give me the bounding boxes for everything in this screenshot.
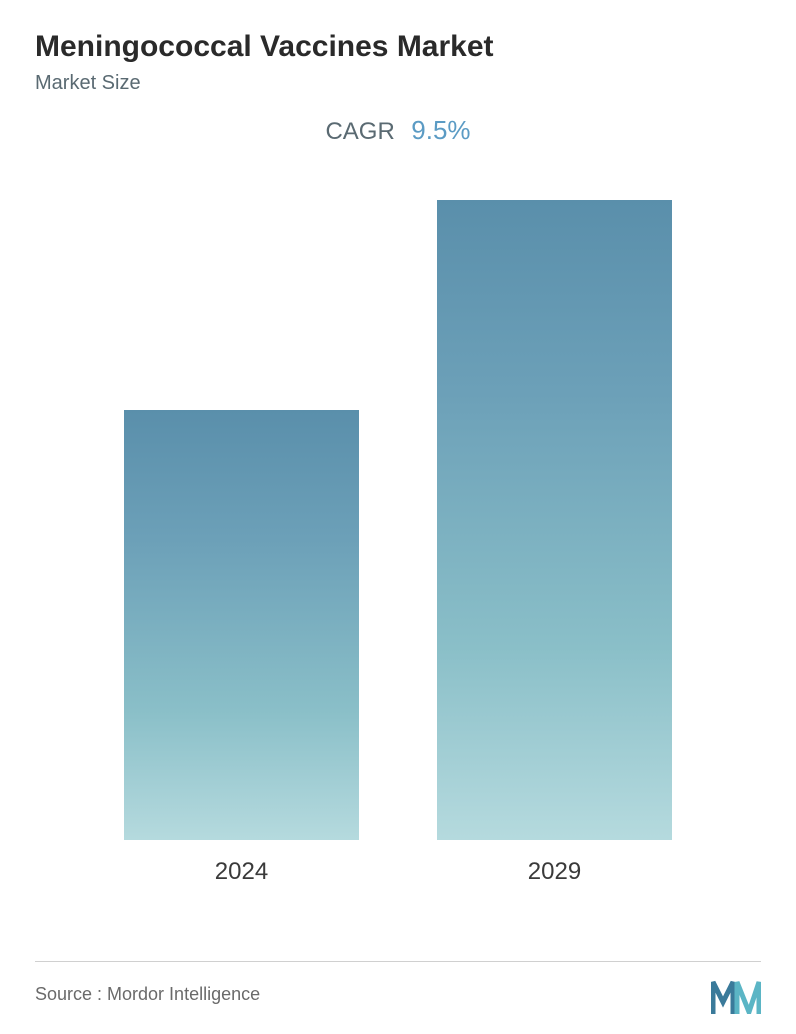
footer: Source : Mordor Intelligence: [35, 961, 761, 1014]
mordor-logo-icon: [711, 974, 761, 1014]
page-title: Meningococcal Vaccines Market: [35, 30, 761, 64]
bar-label-2029: 2029: [528, 858, 581, 886]
chart-container: Meningococcal Vaccines Market Market Siz…: [0, 0, 796, 1034]
cagr-row: CAGR 9.5%: [35, 115, 761, 146]
subtitle: Market Size: [35, 72, 761, 95]
bar-group-2029: 2029: [437, 186, 672, 886]
bar-label-2024: 2024: [215, 858, 268, 886]
cagr-label: CAGR: [325, 118, 394, 146]
bar-2024: [124, 410, 359, 840]
bar-group-2024: 2024: [124, 186, 359, 886]
cagr-value: 9.5%: [411, 115, 470, 146]
bar-chart: 2024 2029: [35, 186, 761, 886]
source-text: Source : Mordor Intelligence: [35, 984, 260, 1005]
bar-2029: [437, 200, 672, 840]
